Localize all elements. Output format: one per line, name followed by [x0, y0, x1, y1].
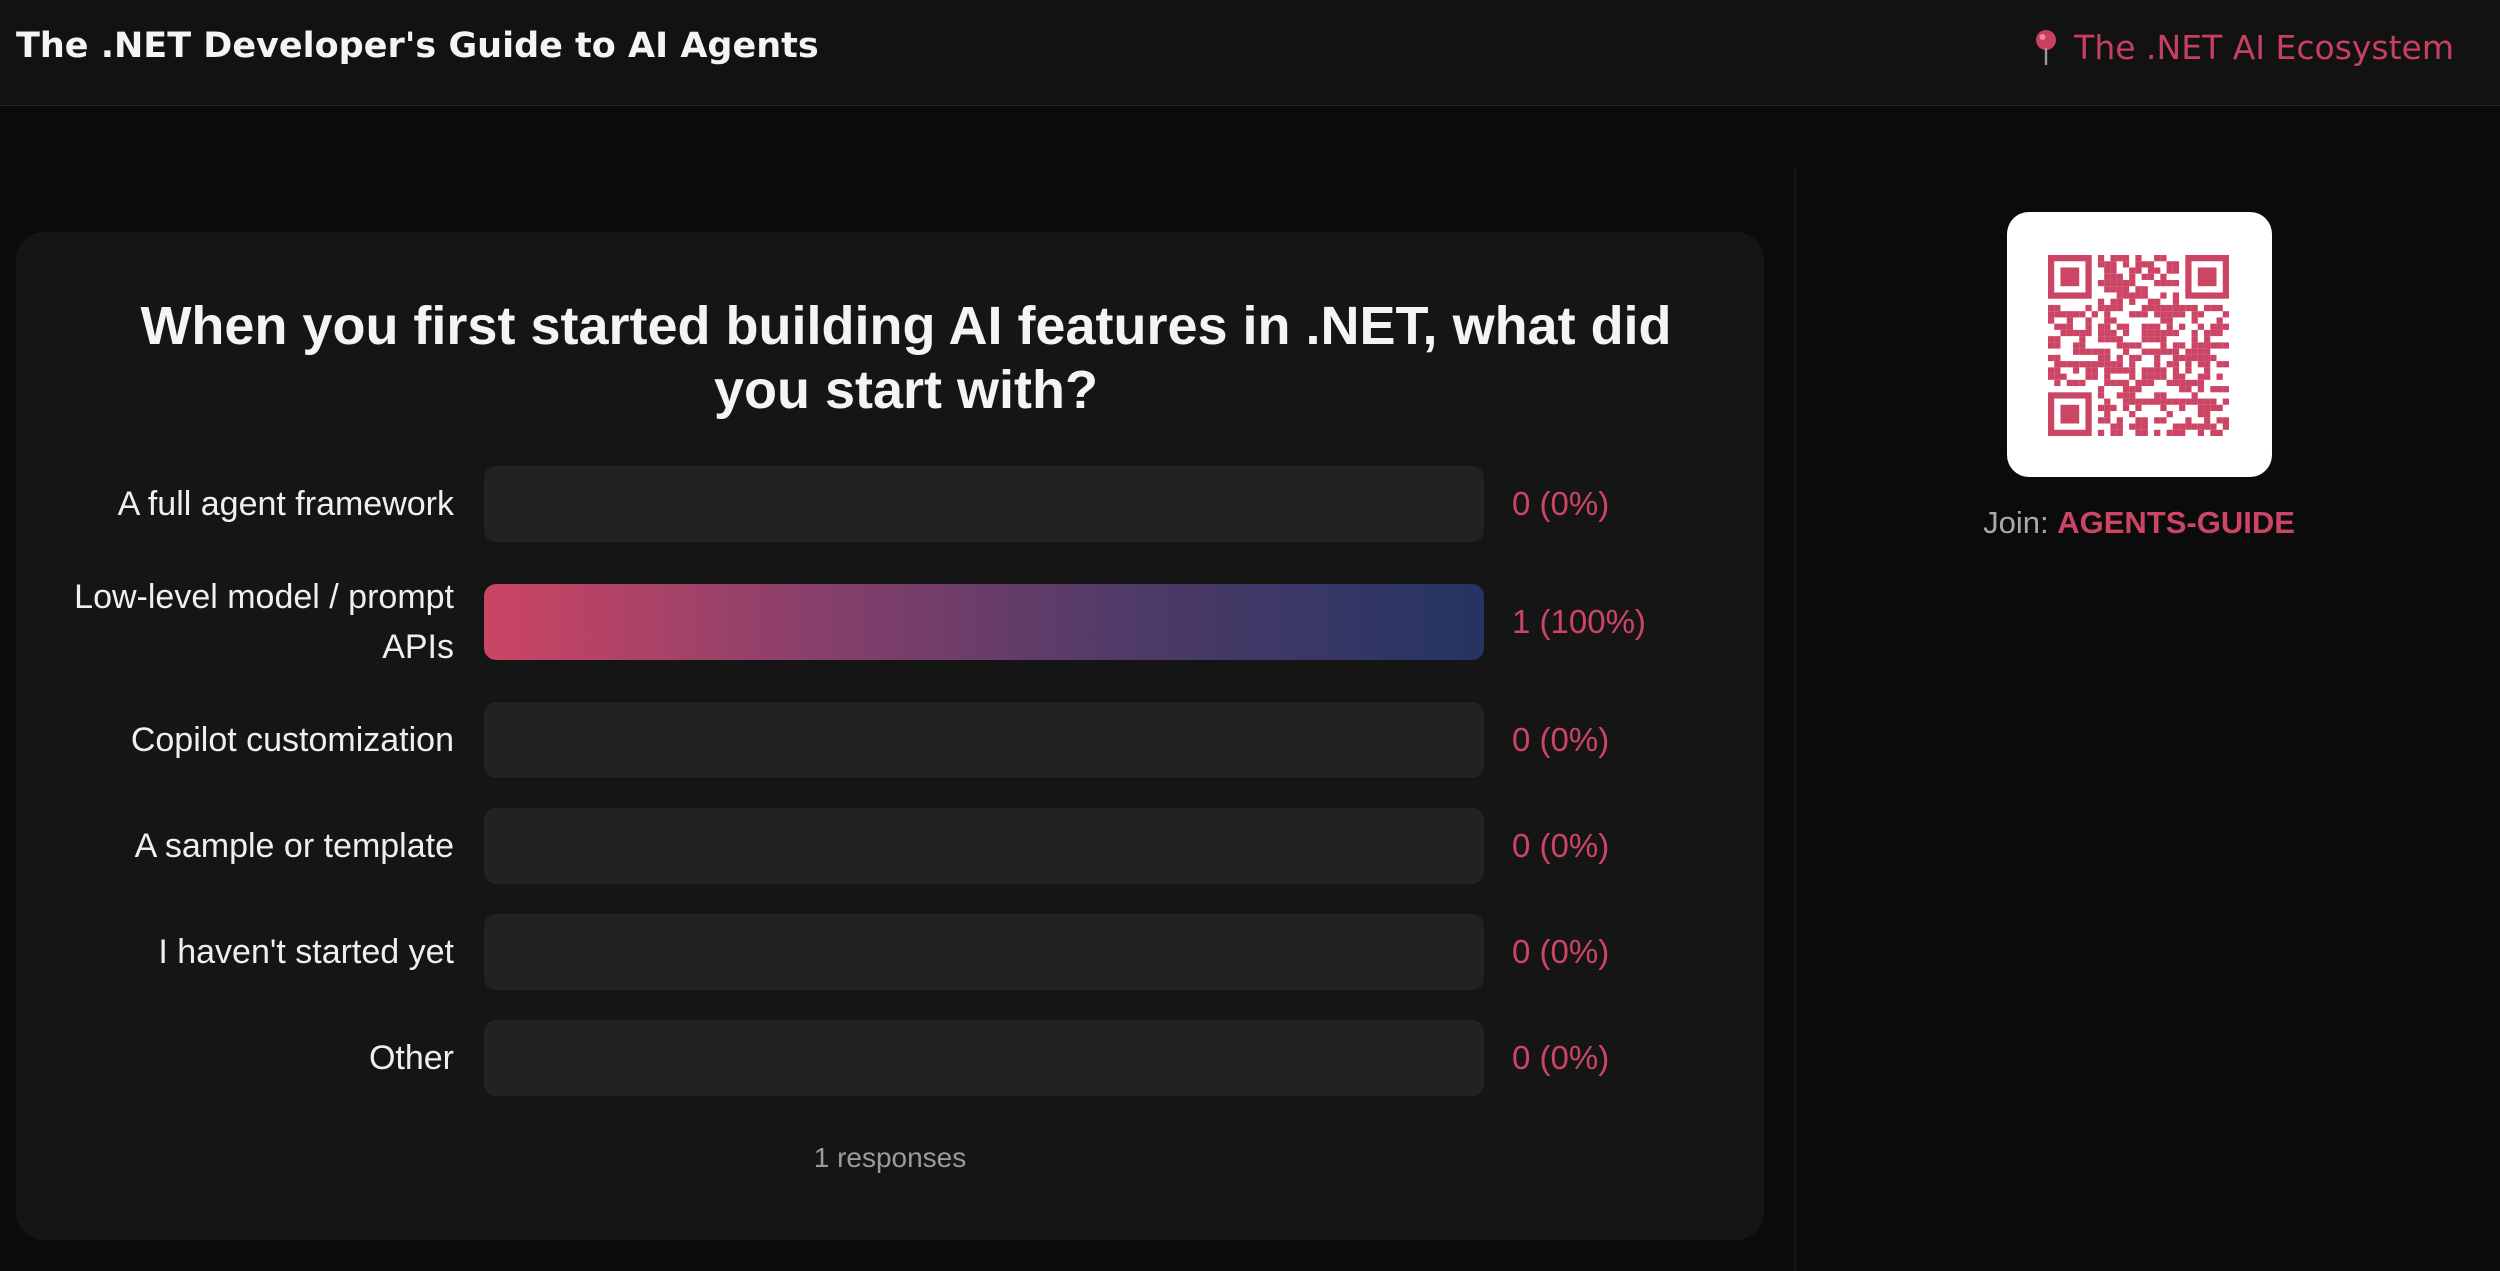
qr-code — [2007, 212, 2272, 477]
option-bar-fill — [484, 584, 1484, 660]
section-link-label: The .NET AI Ecosystem — [2074, 28, 2454, 67]
poll-question: When you first started building AI featu… — [140, 296, 1672, 420]
option-label: A full agent framework — [117, 485, 454, 523]
option-label: Low-level model / prompt APIs — [74, 578, 454, 666]
option-bar[interactable] — [484, 808, 1484, 884]
poll-option: A full agent framework 0 (0%) — [16, 466, 1764, 542]
option-label: Copilot customization — [130, 721, 454, 759]
option-label: Other — [368, 1039, 454, 1077]
option-bar[interactable] — [484, 702, 1484, 778]
option-bar[interactable] — [484, 584, 1484, 660]
app-title: The .NET Developer's Guide to AI Agents — [16, 26, 819, 66]
responses-count: 1 responses — [813, 1142, 967, 1173]
join-label: Join: — [1983, 505, 2049, 540]
join-info: Join: AGENTS-GUIDE — [1850, 505, 2428, 541]
poll-option: Low-level model / prompt APIs 1 (100%) — [16, 578, 1764, 666]
option-count: 0 (0%) — [1512, 1039, 1610, 1076]
option-count: 0 (0%) — [1512, 827, 1610, 864]
option-count: 0 (0%) — [1512, 933, 1610, 970]
section-link[interactable]: The .NET AI Ecosystem — [2032, 28, 2454, 67]
top-bar: The .NET Developer's Guide to AI Agents … — [0, 0, 2500, 106]
poll-option: Other 0 (0%) — [16, 1020, 1764, 1096]
panel-divider — [1794, 168, 1796, 1271]
option-label: I haven't started yet — [158, 933, 454, 971]
option-count: 1 (100%) — [1512, 603, 1646, 640]
join-code: AGENTS-GUIDE — [2057, 505, 2295, 540]
poll-option: I haven't started yet 0 (0%) — [16, 914, 1764, 990]
option-label: A sample or template — [134, 827, 454, 865]
poll-option: Copilot customization 0 (0%) — [16, 702, 1764, 778]
option-count: 0 (0%) — [1512, 721, 1610, 758]
option-bar[interactable] — [484, 466, 1484, 542]
pin-icon — [2032, 29, 2060, 67]
option-count: 0 (0%) — [1512, 485, 1610, 522]
poll-card: When you first started building AI featu… — [16, 232, 1764, 1240]
poll-option: A sample or template 0 (0%) — [16, 808, 1764, 884]
qr-code-icon — [2048, 255, 2229, 436]
option-bar[interactable] — [484, 1020, 1484, 1096]
option-bar[interactable] — [484, 914, 1484, 990]
